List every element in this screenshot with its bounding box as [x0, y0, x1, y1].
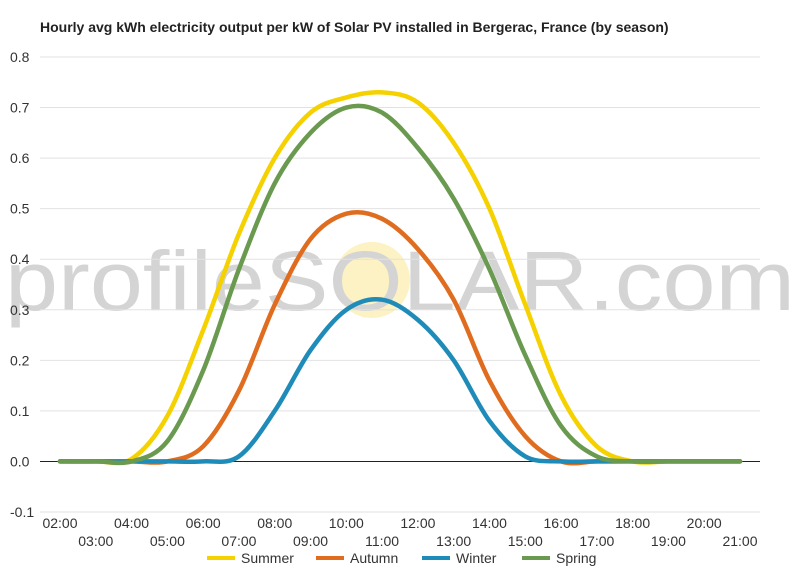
- watermark-text: profileSOLAR.com: [5, 234, 795, 328]
- x-tick-label: 12:00: [400, 515, 435, 531]
- y-tick-label: 0.7: [10, 100, 30, 116]
- x-tick-label: 07:00: [221, 533, 256, 549]
- y-tick-label: 0.0: [10, 453, 30, 469]
- y-tick-label: 0.1: [10, 403, 30, 419]
- y-tick-label: 0.6: [10, 150, 30, 166]
- legend: Summer Autumn Winter Spring: [207, 550, 596, 566]
- series-line-spring: [57, 103, 743, 466]
- legend-label-winter: Winter: [456, 550, 497, 566]
- x-tick-label: 16:00: [544, 515, 579, 531]
- x-tick-label: 05:00: [150, 533, 185, 549]
- y-tick-label: 0.2: [10, 352, 30, 368]
- x-tick-label: 11:00: [365, 533, 399, 549]
- x-tick-label: 15:00: [508, 533, 543, 549]
- y-tick-label: 0.5: [10, 201, 30, 217]
- legend-label-autumn: Autumn: [350, 550, 398, 566]
- x-tick-label: 03:00: [78, 533, 113, 549]
- x-tick-label: 14:00: [472, 515, 507, 531]
- x-tick-label: 13:00: [436, 533, 471, 549]
- y-tick-label: 0.4: [10, 251, 30, 267]
- watermark-sun: [334, 242, 410, 318]
- series-line-summer: [57, 89, 743, 466]
- series-lines: [57, 89, 743, 466]
- x-tick-label: 10:00: [329, 515, 364, 531]
- y-tick-label: 0.3: [10, 302, 30, 318]
- legend-label-summer: Summer: [241, 550, 294, 566]
- y-tick-label: -0.1: [10, 504, 34, 520]
- x-tick-label: 04:00: [114, 515, 149, 531]
- x-tick-label: 18:00: [615, 515, 650, 531]
- x-tick-label: 20:00: [687, 515, 722, 531]
- x-tick-label: 02:00: [42, 515, 77, 531]
- x-tick-label: 06:00: [186, 515, 221, 531]
- watermark: profileSOLAR.com: [5, 234, 795, 328]
- x-tick-label: 09:00: [293, 533, 328, 549]
- chart-title: Hourly avg kWh electricity output per kW…: [40, 19, 669, 35]
- y-tick-label: 0.8: [10, 49, 30, 65]
- legend-label-spring: Spring: [556, 550, 596, 566]
- axis-labels: -0.1 0.0 0.1 0.2 0.3 0.4 0.5 0.6 0.7 0.8 02:00 04:0…: [10, 49, 758, 549]
- x-tick-label: 19:00: [651, 533, 686, 549]
- x-tick-label: 17:00: [579, 533, 614, 549]
- x-tick-label: 21:00: [722, 533, 757, 549]
- x-tick-label: 08:00: [257, 515, 292, 531]
